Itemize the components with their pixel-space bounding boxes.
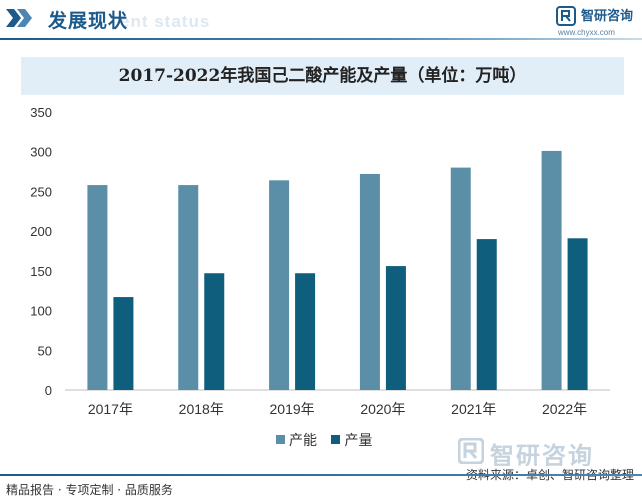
section-title: 发展现状 <box>48 10 129 32</box>
bar-capacity <box>87 185 108 390</box>
brand-name: 智研咨询 <box>581 9 634 24</box>
bar-output <box>385 266 406 390</box>
header-watermark-text: ent status <box>120 12 211 31</box>
legend-label-output: 产量 <box>344 433 373 449</box>
bar-output <box>567 238 588 390</box>
bar-capacity <box>269 180 290 390</box>
y-tick-label: 0 <box>45 383 52 398</box>
bar-output <box>295 273 316 390</box>
page-header: ent status 发展现状 智研咨询 www.chyxx.com <box>0 0 642 40</box>
y-tick-label: 250 <box>30 184 52 199</box>
x-tick-label: 2021年 <box>451 401 496 417</box>
bar-capacity <box>178 185 199 390</box>
y-tick-label: 200 <box>30 224 52 239</box>
footer-watermark-logo: 智研咨询 <box>458 438 634 470</box>
y-tick-label: 350 <box>30 105 52 120</box>
x-tick-label: 2018年 <box>179 401 224 417</box>
brand-watermark-icon <box>458 438 484 464</box>
y-tick-label: 150 <box>30 264 52 279</box>
x-tick-label: 2020年 <box>360 401 405 417</box>
x-tick-label: 2017年 <box>88 401 133 417</box>
chart-legend: 产能 产量 <box>276 430 382 450</box>
bar-capacity <box>450 167 471 390</box>
bar-capacity <box>359 173 380 390</box>
brand-url: www.chyxx.com <box>558 28 615 37</box>
legend-label-capacity: 产能 <box>289 433 317 449</box>
footer-divider <box>0 474 642 476</box>
bar-capacity <box>541 150 562 390</box>
x-tick-label: 2022年 <box>542 401 587 417</box>
chart-title: 2017-2022年我国己二酸产能及产量（单位：万吨） <box>118 66 527 86</box>
legend-item-capacity: 产能 <box>276 430 317 450</box>
y-tick-label: 100 <box>30 304 52 319</box>
bar-chart: 0 50 100 150 200 250 300 350 2017年 2018年 2019年 2020… <box>30 105 610 417</box>
x-tick-label: 2019年 <box>270 401 315 417</box>
legend-item-output: 产量 <box>331 430 372 450</box>
brand-logo-icon <box>556 6 576 26</box>
footer-tagline: 精品报告 · 专项定制 · 品质服务 <box>6 483 173 497</box>
footer-watermark-text: 智研咨询 <box>490 442 594 470</box>
chevron-mark-icon <box>6 9 32 27</box>
y-tick-label: 300 <box>30 145 52 160</box>
chart-title-band <box>21 57 624 95</box>
legend-swatch-output <box>331 435 341 444</box>
bar-output <box>476 239 497 390</box>
bar-output <box>113 297 134 390</box>
y-tick-label: 50 <box>38 343 52 358</box>
legend-swatch-capacity <box>276 435 285 444</box>
bar-output <box>204 273 225 390</box>
header-divider <box>0 38 642 40</box>
